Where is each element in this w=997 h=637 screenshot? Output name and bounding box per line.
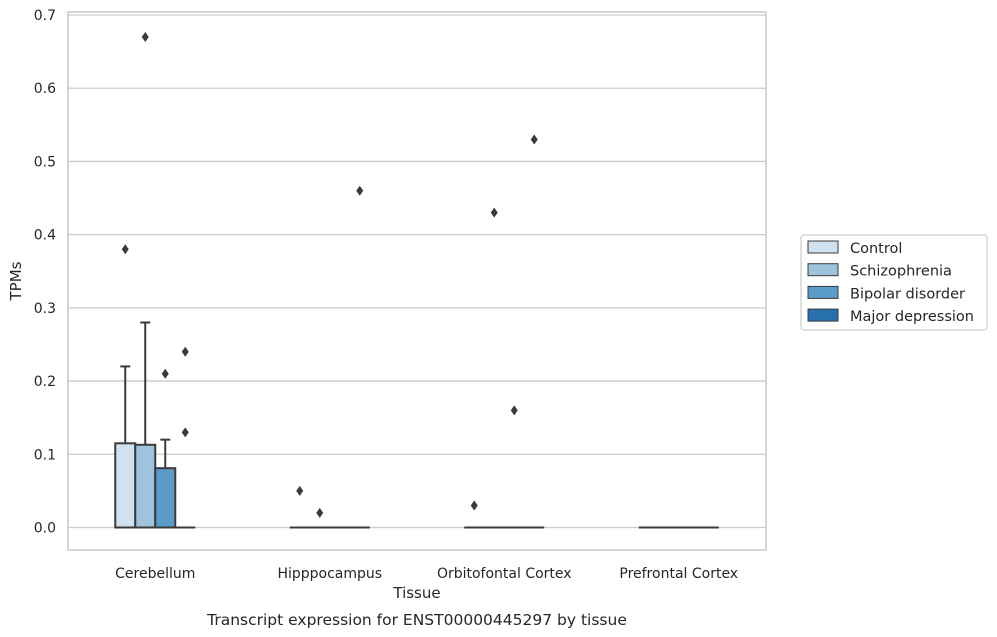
y-tick-label: 0.3 xyxy=(34,301,56,317)
series-schizophrenia xyxy=(134,321,679,529)
outlier-point xyxy=(121,244,129,255)
legend-label: Control xyxy=(850,241,902,257)
outlier-point xyxy=(296,485,304,496)
x-tick-label: Orbitofontal Cortex xyxy=(437,566,572,582)
y-tick-label: 0.0 xyxy=(34,521,56,537)
outlier-point xyxy=(470,500,478,511)
y-tick-label: 0.2 xyxy=(34,374,56,390)
x-tick-label: Prefrontal Cortex xyxy=(619,566,738,582)
outlier-points xyxy=(121,31,538,518)
series-bipolar-disorder xyxy=(154,438,699,529)
chart-caption: Transcript expression for ENST0000044529… xyxy=(206,611,627,629)
y-tick-label: 0.4 xyxy=(34,228,56,244)
y-tick-label: 0.7 xyxy=(34,8,56,24)
x-tick-label: Hipppocampus xyxy=(277,566,382,582)
y-tick-label: 0.1 xyxy=(34,447,56,463)
y-tick-label: 0.5 xyxy=(34,154,56,170)
outlier-point xyxy=(510,405,518,416)
legend-swatch xyxy=(807,285,839,299)
outlier-point xyxy=(530,134,538,145)
outlier-point xyxy=(181,427,189,438)
outlier-point xyxy=(141,31,149,42)
y-axis-ticks: 0.0 0.1 0.2 0.3 0.4 0.5 0.6 0.7 xyxy=(34,8,56,537)
x-axis-label: Tissue xyxy=(392,584,440,602)
series-control xyxy=(114,365,659,529)
outlier-point xyxy=(316,507,324,518)
x-tick-label: Cerebellum xyxy=(115,566,195,582)
plot-area-frame xyxy=(67,11,767,551)
legend-label: Major depression xyxy=(850,309,974,325)
y-tick-label: 0.6 xyxy=(34,81,56,97)
gridlines xyxy=(68,14,766,529)
legend-label: Schizophrenia xyxy=(850,264,952,280)
box-series xyxy=(114,321,719,529)
legend-frame xyxy=(800,234,988,331)
box xyxy=(114,442,137,529)
legend-label: Bipolar disorder xyxy=(850,286,965,302)
legend-swatch xyxy=(807,240,839,254)
legend-swatch xyxy=(807,263,839,277)
outlier-point xyxy=(161,368,169,379)
legend-swatch xyxy=(807,308,839,322)
outlier-point xyxy=(490,207,498,218)
box xyxy=(154,467,177,529)
outlier-point xyxy=(181,346,189,357)
x-axis-ticks: Cerebellum Hipppocampus Orbitofontal Corte… xyxy=(115,566,738,582)
outlier-point xyxy=(356,185,364,196)
box xyxy=(134,443,157,529)
legend: Control Schizophrenia Bipolar disorder Majo… xyxy=(800,234,988,331)
y-axis-label: TPMs xyxy=(7,261,25,301)
